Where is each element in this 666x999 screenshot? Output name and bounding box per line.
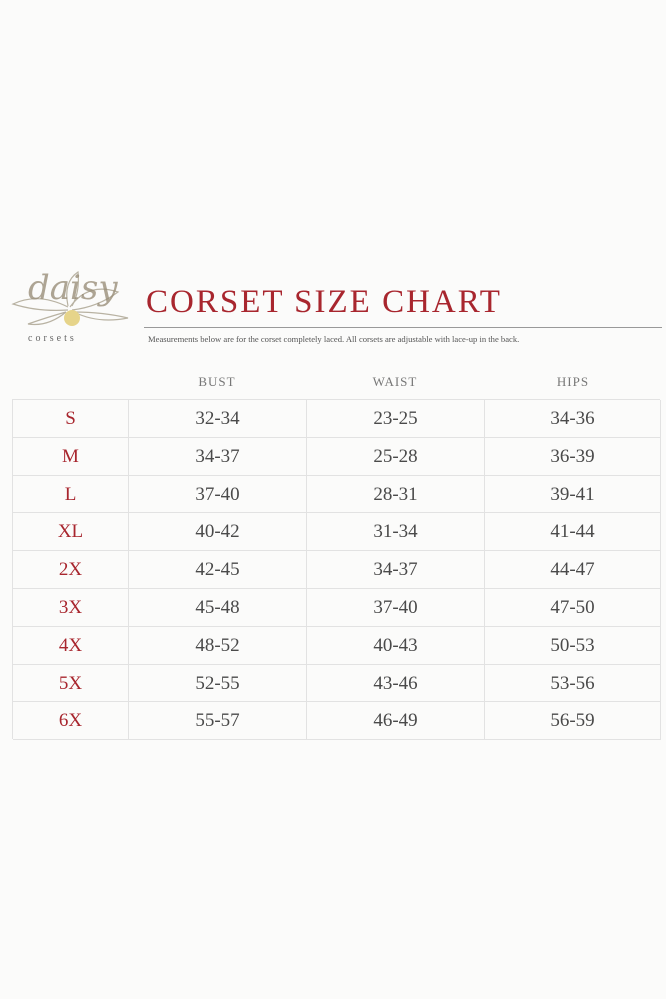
size-label: 2X [13,551,129,589]
measurement: 53-56 [485,664,661,703]
title-rule [144,327,662,328]
size-label: S [13,400,129,438]
measurement: 31-34 [307,513,485,552]
size-label: 3X [13,589,129,627]
measurement: 41-44 [485,513,661,552]
measurement: 32-34 [129,400,307,438]
logo-name: daisy [28,268,118,308]
measurement: 34-37 [307,551,485,589]
size-label: M [13,437,129,476]
note: Measurements below are for the corset co… [148,334,520,344]
logo-center [64,310,80,326]
measurement: 56-59 [485,702,661,741]
measurement: 28-31 [307,475,485,514]
measurement: 40-43 [307,626,485,665]
measurement: 44-47 [485,551,661,589]
size-table: S 32-34 23-25 34-36 M 34-37 25-28 36-39 L 37-40 28… [12,399,661,741]
column-header: WAIST [372,374,418,389]
measurement: 52-55 [129,664,307,703]
measurement: 34-36 [485,400,661,438]
measurement: 50-53 [485,626,661,665]
measurement: 47-50 [485,589,661,627]
measurement: 45-48 [129,589,307,627]
measurement: 25-28 [307,437,485,476]
measurement: 37-40 [307,589,485,627]
column-header: BUST [198,374,236,389]
measurement: 48-52 [129,626,307,665]
logo-flower [11,270,129,326]
measurement: 42-45 [129,551,307,589]
title: CORSET SIZE CHART [146,284,502,320]
size-label: 4X [13,626,129,665]
measurement: 55-57 [129,702,307,741]
measurement: 43-46 [307,664,485,703]
measurement: 37-40 [129,475,307,514]
column-header: HIPS [556,374,590,389]
measurement: 39-41 [485,475,661,514]
measurement: 40-42 [129,513,307,552]
measurement: 36-39 [485,437,661,476]
size-label: 5X [13,664,129,703]
size-label: XL [13,513,129,552]
measurement: 46-49 [307,702,485,741]
measurement: 23-25 [307,400,485,438]
size-label: 6X [13,702,129,741]
size-label: L [13,475,129,514]
logo-tagline: corsets [28,333,77,344]
measurement: 34-37 [129,437,307,476]
